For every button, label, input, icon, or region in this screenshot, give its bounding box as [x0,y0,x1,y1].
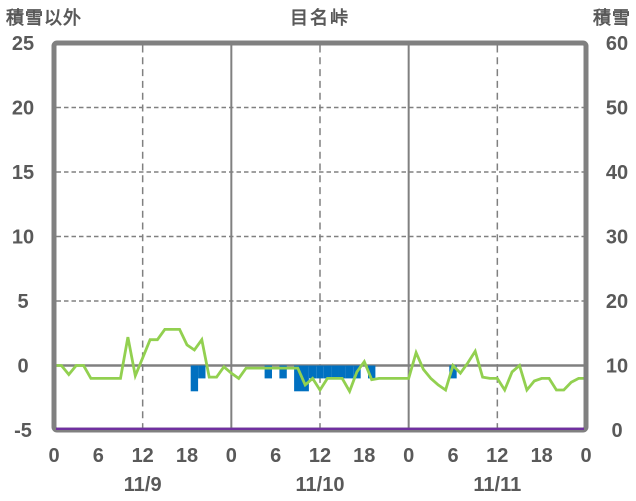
right-axis-tick: 60 [606,33,628,55]
chart-title: 目名峠 [290,8,350,28]
left-axis-tick: 20 [12,98,34,120]
right-axis-tick: 20 [606,291,628,313]
right-axis-title: 積雪 [593,8,631,28]
left-axis-tick: 10 [12,227,34,249]
right-axis-tick: 40 [606,162,628,184]
green-line-series [54,327,586,395]
hour-tick: 12 [132,445,154,467]
right-axis-tick: 30 [606,227,628,249]
hour-tick: 6 [93,445,104,467]
hour-tick: 12 [486,445,508,467]
left-axis-tick: -5 [14,420,32,442]
hour-tick: 18 [176,445,198,467]
date-labels: 11/9 11/10 11/11 [124,474,521,496]
hour-tick: 6 [447,445,458,467]
right-axis-tick: 10 [606,356,628,378]
right-axis-tick: 0 [611,420,622,442]
hour-tick: 18 [531,445,553,467]
midnight-gridlines [230,45,410,428]
hour-tick: 12 [309,445,331,467]
left-axis-title: 積雪以外 [6,8,82,28]
hour-tick: 0 [403,445,414,467]
hour-tick: 0 [580,445,591,467]
date-label: 11/10 [296,474,345,496]
left-axis-tick: 15 [12,162,34,184]
left-axis-tick: 25 [12,33,34,55]
hour-tick: 18 [353,445,375,467]
right-axis-tick-labels: 60 50 40 30 20 10 0 [606,33,628,442]
hour-tick: 0 [48,445,59,467]
right-axis-tick: 50 [606,98,628,120]
hour-tick-labels: 0 6 12 18 0 6 12 18 0 6 12 18 0 [48,445,591,467]
noon-gridlines [141,45,499,428]
left-axis-tick-labels: 25 20 15 10 5 0 -5 [12,33,34,442]
left-axis-tick: 5 [17,291,28,313]
left-axis-tick: 0 [17,356,28,378]
plot-border [51,40,589,433]
hour-tick: 6 [270,445,281,467]
date-label: 11/9 [124,474,162,496]
blue-bars-series [190,365,457,392]
hour-tick: 0 [226,445,237,467]
date-label: 11/11 [473,474,521,496]
